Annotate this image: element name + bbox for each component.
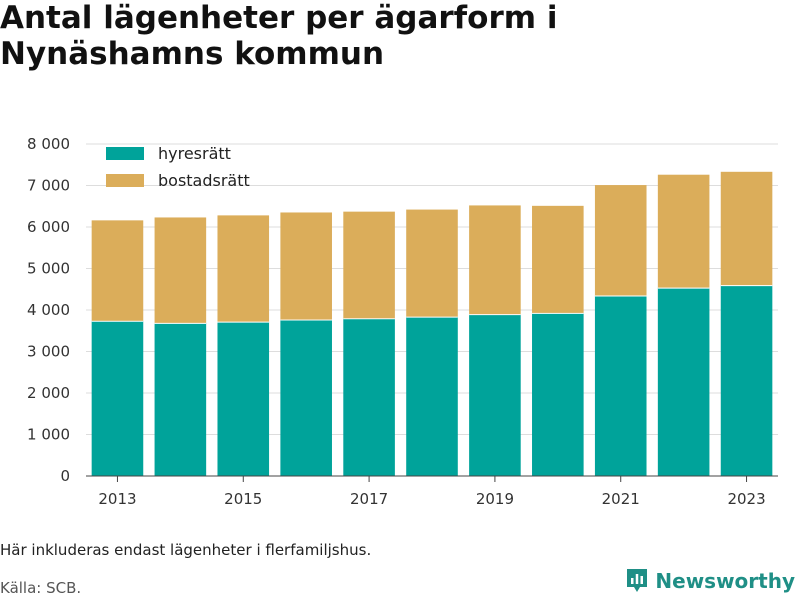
y-tick-label: 3 000 [27, 343, 70, 361]
bar-bostadsratt-2013 [91, 220, 144, 321]
y-axis-ticks: 0 1 000 2 000 3 000 4 000 5 000 6 000 7 000 8 00… [27, 135, 70, 485]
x-axis: 2013 2015 2017 2019 2021 2023 [86, 475, 778, 508]
y-tick-label: 5 000 [27, 260, 70, 278]
bar-bostadsratt-2020 [532, 205, 584, 313]
bar-bostadsratt-2021 [594, 185, 647, 296]
bar-bostadsratt-2016 [280, 212, 332, 320]
bar-hyresratt-2016 [280, 319, 332, 476]
y-tick-label: 2 000 [27, 384, 70, 402]
y-tick-label: 6 000 [27, 218, 70, 236]
footnote: Här inkluderas endast lägenheter i flerf… [0, 541, 372, 559]
chart-title: Antal lägenheter per ägarform i Nynäsham… [0, 0, 558, 72]
x-tick-label: 2021 [602, 490, 640, 508]
legend-swatch-hyresratt [106, 147, 144, 160]
bar-bostadsratt-2018 [406, 209, 458, 317]
x-tick-label: 2019 [476, 490, 514, 508]
bar-bostadsratt-2015 [217, 215, 270, 322]
x-tick-label: 2013 [98, 490, 136, 508]
bar-chart-icon [627, 569, 648, 592]
bar-hyresratt-2019 [469, 314, 521, 476]
x-tick-label: 2017 [350, 490, 388, 508]
brand-name: Newsworthy [655, 569, 795, 593]
y-tick-label: 7 000 [27, 177, 70, 195]
y-tick-label: 0 [60, 467, 70, 485]
legend-label-bostadsratt: bostadsrätt [158, 171, 250, 190]
bar-hyresratt-2022 [657, 287, 710, 476]
stacked-bar-chart: 0 1 000 2 000 3 000 4 000 5 000 6 000 7 000 8 00… [27, 135, 778, 508]
bar-hyresratt-2021 [594, 295, 647, 476]
bar-hyresratt-2023 [720, 285, 773, 476]
bar-bostadsratt-2017 [343, 211, 395, 319]
bar-bostadsratt-2019 [469, 205, 521, 315]
y-tick-label: 4 000 [27, 301, 70, 319]
legend-swatch-bostadsratt [106, 174, 144, 187]
bar-bostadsratt-2023 [720, 171, 773, 286]
x-tick-label: 2023 [727, 490, 765, 508]
legend: hyresrätt bostadsrätt [106, 144, 250, 190]
bar-bostadsratt-2014 [154, 217, 207, 323]
bar-bostadsratt-2022 [657, 174, 710, 288]
y-tick-label: 1 000 [27, 426, 70, 444]
legend-label-hyresratt: hyresrätt [158, 144, 231, 163]
bar-hyresratt-2013 [91, 320, 144, 476]
brand-logo: Newsworthy [625, 567, 795, 595]
bar-hyresratt-2020 [532, 312, 584, 476]
source-note: Källa: SCB. [0, 579, 82, 597]
bar-hyresratt-2014 [154, 322, 207, 476]
x-tick-label: 2015 [224, 490, 262, 508]
bars [91, 171, 773, 476]
bar-hyresratt-2017 [343, 318, 395, 476]
bar-hyresratt-2018 [406, 316, 458, 476]
y-tick-label: 8 000 [27, 135, 70, 153]
bar-hyresratt-2015 [217, 321, 270, 476]
